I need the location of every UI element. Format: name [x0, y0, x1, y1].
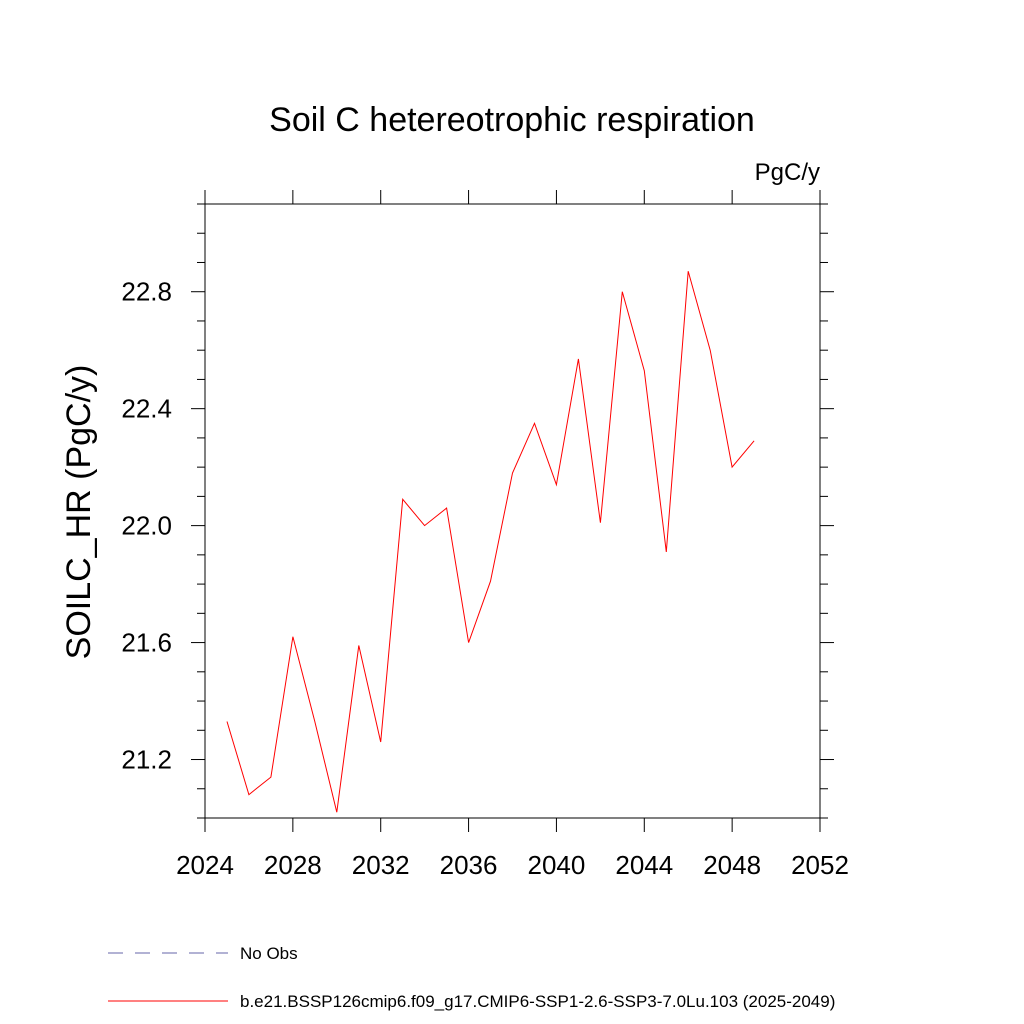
x-tick-label: 2040 [528, 850, 586, 880]
legend: No Obs b.e21.BSSP126cmip6.f09_g17.CMIP6-S… [108, 944, 835, 1011]
y-tick-label: 21.2 [121, 745, 172, 775]
y-tick-label: 21.6 [121, 628, 172, 658]
x-tick-label: 2024 [176, 850, 234, 880]
x-tick-label: 2044 [615, 850, 673, 880]
y-tick-label: 22.0 [121, 511, 172, 541]
x-tick-label: 2036 [440, 850, 498, 880]
legend-label: b.e21.BSSP126cmip6.f09_g17.CMIP6-SSP1-2.… [240, 992, 835, 1011]
ticks: 2024 2028 2032 2036 2040 2044 2048 2052 21.2 21.6… [121, 190, 849, 880]
x-tick-label: 2032 [352, 850, 410, 880]
series [226, 271, 755, 813]
series-line [226, 271, 755, 813]
units-label: PgC/y [755, 159, 820, 186]
y-tick-label: 22.4 [121, 394, 172, 424]
legend-label: No Obs [240, 944, 298, 963]
plot-frame [204, 203, 821, 819]
y-tick-label: 22.8 [121, 277, 172, 307]
y-axis-label: SOILC_HR (PgC/y) [60, 365, 98, 660]
x-tick-label: 2028 [264, 850, 322, 880]
chart-title: Soil C hetereotrophic respiration [269, 101, 755, 139]
x-tick-label: 2052 [791, 850, 849, 880]
x-tick-label: 2048 [703, 850, 761, 880]
